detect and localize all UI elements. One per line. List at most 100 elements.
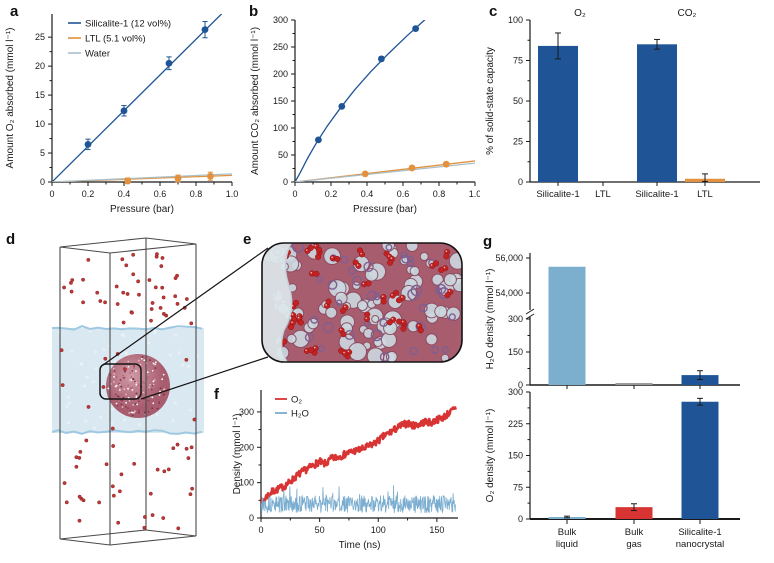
y-tick-label: 150 [508, 347, 523, 357]
y-tick-label: 150 [508, 451, 523, 461]
o2-molecule [142, 525, 147, 530]
box-edge [59, 529, 147, 540]
data-point [201, 26, 209, 34]
o2-molecule [186, 456, 191, 461]
zoom-connector-top [102, 247, 269, 366]
y-tick-label: 0 [518, 380, 523, 390]
bar [637, 44, 677, 182]
framework-ring [400, 251, 408, 259]
o2-molecule [64, 500, 69, 505]
o2-molecule [184, 446, 189, 451]
framework-ring [419, 303, 428, 313]
closeup-border [261, 242, 463, 363]
o2-molecule [123, 367, 127, 371]
y-tick-label: 200 [273, 69, 288, 79]
y-axis-label: H₂O density (mmol l⁻¹) [485, 269, 496, 370]
data-point [315, 136, 322, 144]
y-tick-label: 56,000 [495, 253, 523, 263]
framework-ring [352, 275, 363, 286]
o2-molecule [175, 301, 180, 306]
o2-trace [261, 406, 457, 508]
framework-ring [401, 254, 411, 264]
o2-molecule [150, 513, 155, 518]
panel-label-e: e [243, 231, 252, 248]
axis-break [525, 308, 535, 315]
category-label: nanocrystal [676, 539, 725, 550]
panel-label-f: f [214, 386, 219, 403]
y-tick-label: 300 [239, 407, 254, 417]
data-point [120, 107, 128, 115]
x-tick-label: 0.4 [118, 189, 131, 199]
bar [681, 401, 719, 519]
o2-molecule [173, 294, 178, 299]
zoom-connector-bottom [140, 356, 269, 400]
o2-molecule [189, 321, 194, 326]
o2-molecule [131, 252, 136, 257]
y-tick-label: 225 [508, 419, 523, 429]
panel-label-a: a [10, 3, 19, 20]
o2-molecule [136, 279, 141, 284]
panel-b-co2-absorption-chart: 0 0.2 0.4 0.6 0.8 1.0 0 50 100 150 200 250 300 Pressu… [250, 15, 480, 215]
y-tick-label: 50 [513, 96, 523, 106]
bar-label: LTL [595, 189, 611, 200]
o2-molecule [137, 292, 141, 297]
legend-label: O₂ [291, 395, 302, 406]
x-tick-label: 0.8 [190, 189, 203, 199]
pore [366, 347, 385, 362]
y-tick-label: 25 [513, 137, 523, 147]
zoom-region-outline [99, 363, 142, 400]
pore [307, 317, 319, 330]
framework-ring [379, 352, 390, 362]
series-line [295, 20, 426, 182]
o2-molecule [78, 449, 83, 454]
y-tick-label: 300 [273, 15, 288, 25]
o2-molecule [69, 289, 74, 294]
o2-molecule [161, 516, 166, 520]
data-point [84, 140, 92, 148]
panel-d-simulation-box [51, 237, 204, 546]
category-label: Bulk [558, 527, 577, 538]
o2-molecule [62, 481, 67, 485]
framework-ring [327, 279, 338, 290]
bar [538, 45, 578, 182]
framework-ring [347, 266, 357, 276]
framework-ring [363, 261, 374, 273]
group-label: CO₂ [678, 8, 697, 19]
o2-molecule [171, 446, 176, 451]
x-tick-label: 1.0 [226, 189, 239, 199]
o2-molecule [148, 491, 153, 496]
o2-molecule [119, 472, 124, 477]
framework-ring [340, 255, 349, 264]
group-label: O₂ [574, 8, 586, 19]
category-label: gas [626, 539, 642, 550]
framework-ring [335, 299, 343, 306]
bar [548, 266, 586, 385]
framework-ring [431, 345, 439, 354]
data-point [412, 25, 419, 33]
water-interface [262, 243, 292, 362]
x-tick-label: 100 [371, 525, 386, 535]
y-tick-label: 10 [35, 119, 45, 129]
data-point [338, 103, 346, 110]
o2-molecule [81, 300, 86, 305]
y-tick-label: 15 [35, 90, 45, 100]
y-tick-label: 0 [283, 177, 288, 187]
o2-molecule [69, 280, 73, 285]
panel-label-c: c [489, 3, 498, 20]
o2-molecule [155, 467, 160, 472]
o2-molecule [114, 284, 119, 289]
y-tick-label: 100 [239, 478, 254, 488]
o2-molecule [161, 295, 166, 300]
pore [425, 333, 438, 346]
o2-molecule [192, 417, 197, 422]
x-tick-label: 1.0 [469, 189, 480, 199]
box-edge [59, 538, 111, 546]
pore [286, 333, 297, 345]
bar [681, 375, 719, 385]
x-tick-label: 0 [292, 189, 297, 199]
panel-label-d: d [6, 231, 16, 248]
o2-molecule [59, 348, 64, 353]
panel-label-g: g [483, 233, 493, 250]
category-label: Bulk [625, 527, 644, 538]
